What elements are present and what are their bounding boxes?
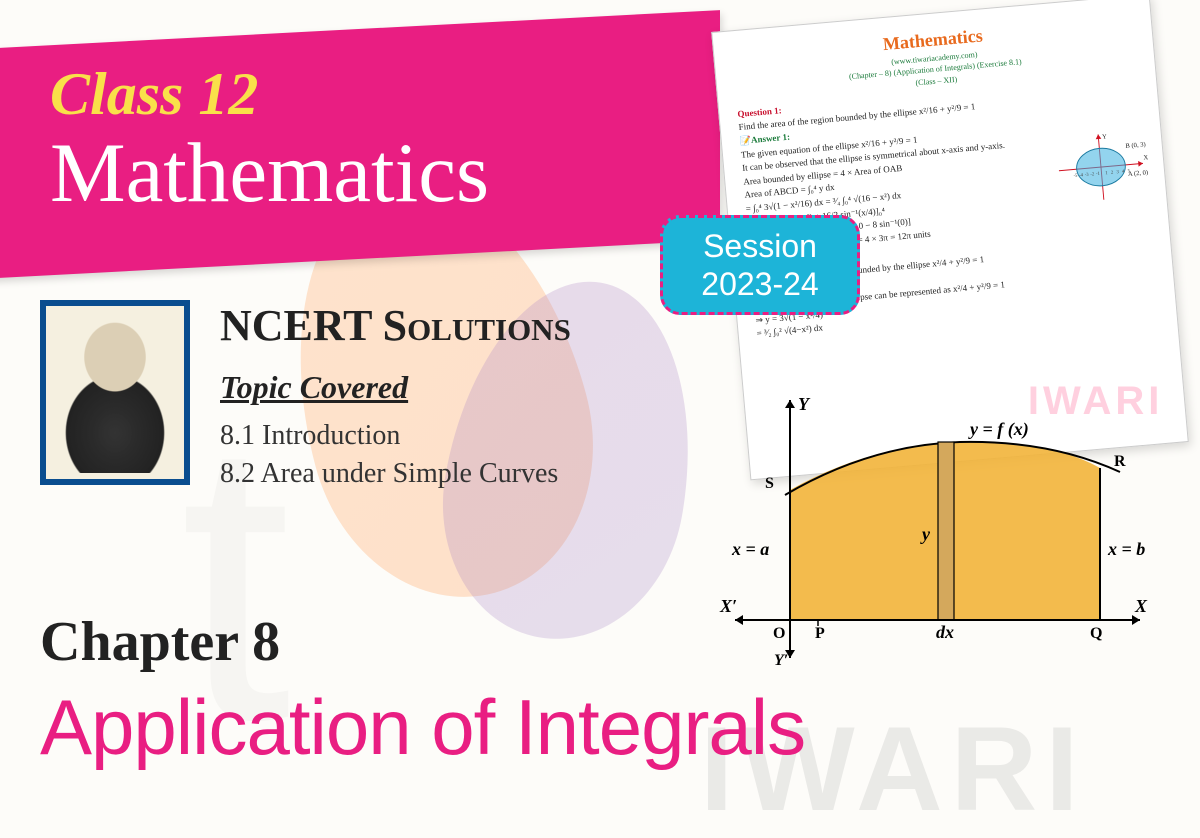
session-badge: Session 2023-24	[660, 215, 860, 315]
p-label: P	[815, 625, 825, 642]
svg-text:A (2, 0): A (2, 0)	[1128, 169, 1149, 178]
x-a-label: x = a	[731, 539, 769, 559]
svg-text:B (0, 3): B (0, 3)	[1125, 141, 1146, 150]
y-axis-down-label: Y′	[774, 652, 788, 669]
x-axis-right-label: X	[1134, 596, 1148, 616]
ncert-section: NCERT Solutions Topic Covered 8.1 Introd…	[220, 300, 571, 496]
origin-label: O	[773, 625, 785, 642]
x-b-label: x = b	[1107, 539, 1145, 559]
session-line1: Session	[703, 227, 817, 265]
ellipse-diagram-mini: B (0, 3) A (2, 0) X Y -5-4-3-2-1 12345	[1050, 126, 1151, 209]
topics-list: 8.1 Introduction 8.2 Area under Simple C…	[220, 420, 571, 490]
session-line2: 2023-24	[701, 265, 818, 303]
topic-item: 8.2 Area under Simple Curves	[220, 458, 571, 490]
chapter-name: Application of Integrals	[40, 682, 805, 773]
s-label: S	[765, 475, 774, 492]
ncert-title: NCERT Solutions	[220, 300, 571, 351]
class-label: Class 12	[50, 60, 660, 129]
area-under-curve-diagram: Y Y′ X X′ O P Q S R y = f (x) x = a x = …	[690, 390, 1150, 670]
r-label: R	[1114, 453, 1126, 470]
title-banner: Class 12 Mathematics	[0, 10, 720, 280]
q-label: Q	[1090, 625, 1102, 642]
y-strip-label: y	[920, 524, 931, 544]
y-axis-up-label: Y	[798, 394, 811, 414]
svg-text:X: X	[1143, 154, 1149, 161]
curve-label: y = f (x)	[968, 419, 1029, 440]
x-axis-left-label: X′	[719, 596, 737, 616]
dx-label: dx	[936, 622, 954, 642]
topic-covered-heading: Topic Covered	[220, 369, 571, 406]
topic-item: 8.1 Introduction	[220, 420, 571, 452]
svg-text:Y: Y	[1102, 133, 1108, 140]
subject-label: Mathematics	[50, 124, 660, 222]
mathematician-portrait	[40, 300, 190, 485]
